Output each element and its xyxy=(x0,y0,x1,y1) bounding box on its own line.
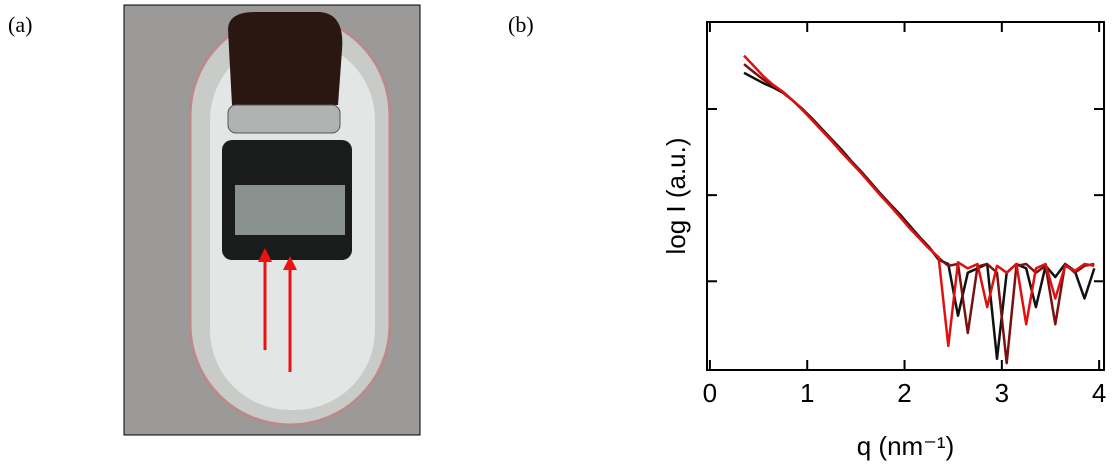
x-axis-label: q (nm⁻¹) xyxy=(857,431,955,461)
x-tick-label: 4 xyxy=(1092,378,1106,408)
photo xyxy=(123,4,421,436)
data-line xyxy=(743,54,1095,348)
plot-frame xyxy=(706,21,1105,371)
x-tick-label: 0 xyxy=(703,378,717,408)
x-tick-label: 3 xyxy=(995,378,1009,408)
panel-label: (a) xyxy=(8,12,32,37)
data-line xyxy=(743,71,1096,361)
y-axis-label: log I (a.u.) xyxy=(661,137,691,254)
panel-label: (b) xyxy=(508,12,534,37)
data-line xyxy=(743,63,1095,365)
x-tick-label: 2 xyxy=(897,378,911,408)
plot-area: 0 1 2 3 4 q (nm⁻¹) log I (a.u.) xyxy=(661,21,1106,461)
x-tick-label: 1 xyxy=(800,378,814,408)
